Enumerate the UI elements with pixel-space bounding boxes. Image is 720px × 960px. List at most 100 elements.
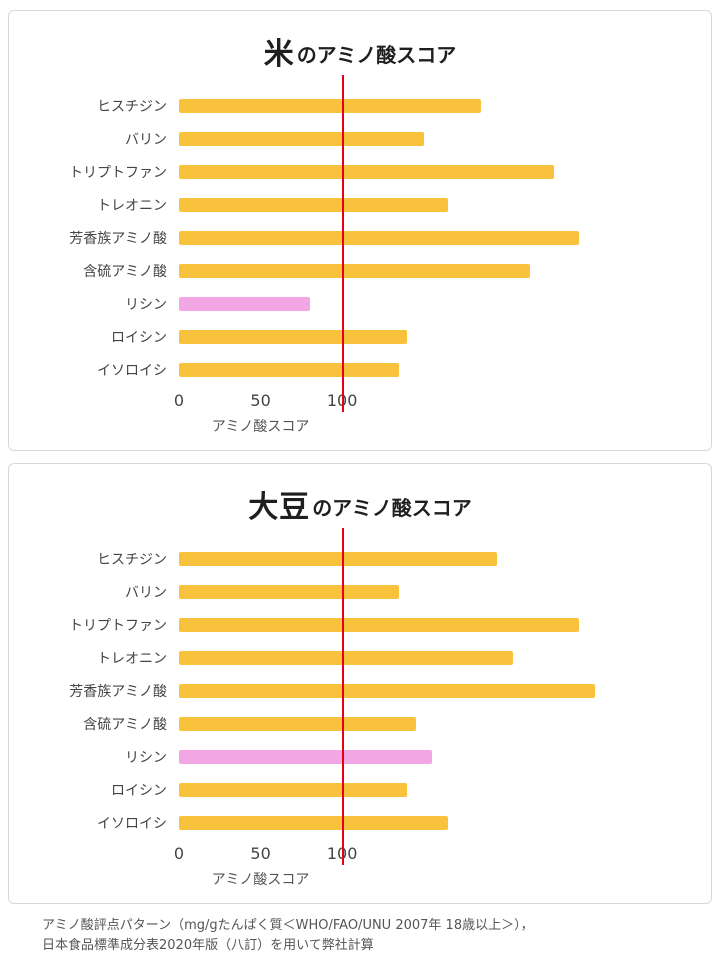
- bar: [179, 584, 400, 599]
- bar-rows: ヒスチジンバリントリプトファントレオニン芳香族アミノ酸含硫アミノ酸リシンロイシン…: [19, 89, 701, 386]
- bar: [179, 683, 595, 698]
- x-axis-label: アミノ酸スコア: [211, 872, 310, 888]
- axis-label-row: アミノ酸スコア: [19, 412, 701, 438]
- bar: [179, 230, 579, 245]
- axis-spacer: [19, 839, 179, 865]
- bar: [179, 329, 408, 344]
- bar-track: [179, 362, 701, 377]
- plot-area: ヒスチジンバリントリプトファントレオニン芳香族アミノ酸含硫アミノ酸リシンロイシン…: [19, 75, 701, 438]
- category-label: トリプトファン: [69, 164, 167, 181]
- bar-track: [179, 683, 701, 698]
- bar-track: [179, 815, 701, 830]
- bar-row: バリン: [19, 122, 701, 155]
- category-label: ロイシン: [111, 782, 167, 799]
- bar-track: [179, 782, 701, 797]
- bar-track: [179, 650, 701, 665]
- x-tick-label: 0: [173, 391, 185, 410]
- bar-row: 芳香族アミノ酸: [19, 221, 701, 254]
- axis-ticks: 050100: [174, 386, 701, 412]
- bar-rows: ヒスチジンバリントリプトファントレオニン芳香族アミノ酸含硫アミノ酸リシンロイシン…: [19, 542, 701, 839]
- bar-row: イソロイシ: [19, 353, 701, 386]
- category-label: イソロイシ: [97, 815, 167, 832]
- x-tick-label: 50: [250, 844, 271, 863]
- bar: [179, 362, 400, 377]
- source-note-line1: アミノ酸評点パターン（mg/gたんぱく質＜WHO/FAO/UNU 2007年 1…: [42, 918, 534, 933]
- chart-title-suffix: のアミノ酸スコア: [296, 43, 457, 67]
- category-label: バリン: [125, 131, 167, 148]
- category-label: イソロイシ: [97, 362, 167, 379]
- bar: [179, 782, 408, 797]
- axis-label-row: アミノ酸スコア: [19, 865, 701, 891]
- chart-card-soybean: 大豆 のアミノ酸スコア ヒスチジンバリントリプトファントレオニン芳香族アミノ酸含硫…: [8, 463, 712, 904]
- axis-ticks: 050100: [174, 839, 701, 865]
- bar-row: トリプトファン: [19, 608, 701, 641]
- bar: [179, 617, 579, 632]
- x-axis-label: アミノ酸スコア: [211, 419, 310, 435]
- bar: [179, 749, 432, 764]
- bar-track: [179, 230, 701, 245]
- bar-track: [179, 716, 701, 731]
- bar-row: バリン: [19, 575, 701, 608]
- reference-line-100: [342, 75, 345, 412]
- bar-track: [179, 749, 701, 764]
- bar-track: [179, 131, 701, 146]
- bar-track: [179, 263, 701, 278]
- bar: [179, 98, 481, 113]
- category-label: 含硫アミノ酸: [83, 263, 167, 280]
- reference-line-100: [342, 528, 345, 865]
- bar-row: リシン: [19, 740, 701, 773]
- category-label: トリプトファン: [69, 617, 167, 634]
- bar-row: ヒスチジン: [19, 89, 701, 122]
- x-axis: 050100: [19, 386, 701, 412]
- bar-row: トリプトファン: [19, 155, 701, 188]
- bar-row: トレオニン: [19, 641, 701, 674]
- bar: [179, 551, 498, 566]
- category-label: ヒスチジン: [97, 98, 167, 115]
- bar-track: [179, 329, 701, 344]
- bar-row: イソロイシ: [19, 806, 701, 839]
- bar: [179, 164, 555, 179]
- bar-track: [179, 197, 701, 212]
- source-note-line2: 日本食品標準成分表2020年版（八訂）を用いて弊社計算: [42, 938, 374, 954]
- category-label: トレオニン: [97, 197, 167, 214]
- bar-row: 芳香族アミノ酸: [19, 674, 701, 707]
- bar-row: 含硫アミノ酸: [19, 254, 701, 287]
- bar-track: [179, 98, 701, 113]
- category-label: リシン: [125, 749, 167, 766]
- bar: [179, 131, 424, 146]
- bar-track: [179, 551, 701, 566]
- bar-track: [179, 584, 701, 599]
- category-label: 芳香族アミノ酸: [69, 230, 167, 247]
- chart-card-rice: 米のアミノ酸スコア ヒスチジンバリントリプトファントレオニン芳香族アミノ酸含硫ア…: [8, 10, 712, 451]
- bar: [179, 716, 416, 731]
- chart-title-emphasis: 米: [263, 37, 295, 72]
- bar-track: [179, 296, 701, 311]
- bar: [179, 650, 514, 665]
- category-label: ヒスチジン: [97, 551, 167, 568]
- chart-title-rice: 米のアミノ酸スコア: [19, 29, 701, 73]
- bar-row: ロイシン: [19, 320, 701, 353]
- x-tick-label: 0: [173, 844, 185, 863]
- bar-row: 含硫アミノ酸: [19, 707, 701, 740]
- chart-title-suffix: のアミノ酸スコア: [312, 496, 472, 520]
- x-axis: 050100: [19, 839, 701, 865]
- source-note: アミノ酸評点パターン（mg/gたんぱく質＜WHO/FAO/UNU 2007年 1…: [42, 916, 712, 956]
- axis-spacer: [19, 386, 179, 412]
- x-tick-label: 50: [250, 391, 271, 410]
- category-label: トレオニン: [97, 650, 167, 667]
- bar-row: ロイシン: [19, 773, 701, 806]
- bar: [179, 197, 449, 212]
- category-label: ロイシン: [111, 329, 167, 346]
- bar: [179, 296, 310, 311]
- bar-row: ヒスチジン: [19, 542, 701, 575]
- bar: [179, 263, 530, 278]
- bar-track: [179, 617, 701, 632]
- category-label: リシン: [125, 296, 167, 313]
- plot-area: ヒスチジンバリントリプトファントレオニン芳香族アミノ酸含硫アミノ酸リシンロイシン…: [19, 528, 701, 891]
- bar-row: リシン: [19, 287, 701, 320]
- chart-title-emphasis: 大豆: [248, 490, 311, 525]
- bar-row: トレオニン: [19, 188, 701, 221]
- category-label: 含硫アミノ酸: [83, 716, 167, 733]
- bar-track: [179, 164, 701, 179]
